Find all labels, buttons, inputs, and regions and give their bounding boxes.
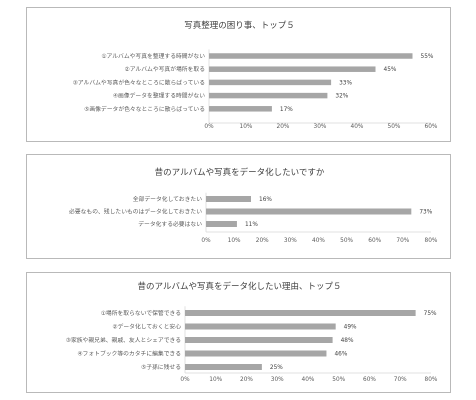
x-tick-label: 20% [240,377,253,383]
data-label: 33% [339,80,352,86]
x-tick-label: 80% [425,377,438,383]
x-tick-label: 40% [312,238,325,244]
data-label: 49% [344,325,357,331]
bar [185,310,416,316]
category-label: ⑤子孫に残せる [141,363,181,371]
x-tick-label: 20% [277,124,290,130]
data-label: 17% [280,107,293,113]
x-tick-label: 30% [271,377,284,383]
chart-title: 昔のアルバムや写真をデータ化したいですか [155,167,325,178]
x-tick-label: 0% [180,377,190,383]
chart-digitize-reasons-svg: 昔のアルバムや写真をデータ化したい理由、トップ５ 0% 10% 20% 30% 40% 50… [66,281,438,383]
bar [209,53,413,59]
category-label: 全部データ化しておきたい [133,195,202,203]
data-label: 55% [421,54,434,60]
chart-panel-digitize-wish: 昔のアルバムや写真をデータ化したいですか 0% 10% 20% 30% 40% 50% 60%… [26,154,451,259]
bar [206,221,237,227]
x-tick-label: 20% [256,238,269,244]
x-tick-label: 10% [209,377,222,383]
data-label: 45% [384,67,397,73]
data-label: 11% [245,222,258,228]
chart-panel-digitize-reasons: 昔のアルバムや写真をデータ化したい理由、トップ５ 0% 10% 20% 30% 40% 50… [26,272,451,393]
x-tick-label: 10% [228,238,241,244]
category-label: ①アルバムや写真を整理する時間がない [101,52,205,60]
x-tick-label: 10% [240,124,253,130]
x-tick-label: 70% [396,238,409,244]
category-label: 必要なもの、残したいものはデータ化しておきたい [69,208,202,216]
bar [185,364,262,370]
chart-digitize-wish-svg: 昔のアルバムや写真をデータ化したいですか 0% 10% 20% 30% 40% 50% 60%… [69,167,438,244]
bar [209,92,328,99]
x-tick-label: 50% [340,238,353,244]
data-label: 25% [270,365,283,371]
bar [209,106,272,112]
bar [185,350,327,357]
x-tick-label: 30% [284,238,297,244]
x-tick-label: 50% [332,377,345,383]
category-label: ①場所を取らないで保管できる [101,309,181,317]
category-label: ②アルバムや写真が場所を取る [125,65,206,73]
category-label: データ化する必要はない [138,220,202,228]
x-tick-label: 60% [363,377,376,383]
x-tick-label: 50% [388,124,401,130]
data-label: 46% [334,352,347,358]
x-tick-label: 40% [351,124,364,130]
category-label: ⑤画像データが色々なところに散らばっている [84,105,205,113]
x-tick-label: 40% [302,377,315,383]
category-label: ④画像データを整理する時間がない [113,92,205,100]
x-tick-label: 70% [394,377,407,383]
category-label: ④フォトブック等のカタチに編集できる [77,350,181,358]
x-tick-label: 60% [368,238,381,244]
bar [206,208,412,215]
x-tick-label: 60% [425,124,438,130]
data-label: 48% [341,338,354,344]
category-label: ③家族や親兄弟、親戚、友人とシェアできる [66,336,181,344]
x-tick-label: 0% [201,238,211,244]
bar [185,323,336,330]
data-label: 32% [335,94,348,100]
chart-troubles-svg: 写真整理の困り事、トップ５ 0% 10% 20% 30% 40% 50% 60% ①アルバムや写… [73,20,438,130]
category-label: ③アルバムや写真が色々なところに散らばっている [73,78,205,86]
bar [185,337,333,343]
chart-panel-troubles: 写真整理の困り事、トップ５ 0% 10% 20% 30% 40% 50% 60% ①アルバムや写… [26,7,451,142]
category-label: ②データ化しておくと安心 [112,323,181,331]
bar [209,79,332,86]
bar [206,196,251,202]
data-label: 73% [419,210,432,216]
chart-title: 写真整理の困り事、トップ５ [184,20,295,31]
x-tick-label: 30% [314,124,327,130]
data-label: 75% [424,311,437,317]
chart-title: 昔のアルバムや写真をデータ化したい理由、トップ５ [138,281,342,292]
x-tick-label: 80% [425,238,438,244]
data-label: 16% [259,197,272,203]
bar [209,66,376,72]
x-tick-label: 0% [204,124,214,130]
